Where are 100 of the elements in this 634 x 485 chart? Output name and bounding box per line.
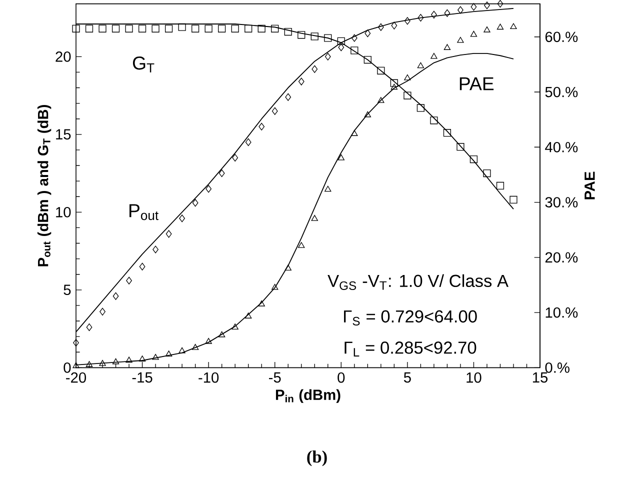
x-tick-label: 0 xyxy=(338,372,345,383)
annotation: Γ$_{L}$ = 0.285<92.70 xyxy=(344,342,476,356)
text: (b) xyxy=(307,450,327,466)
point xyxy=(484,2,490,10)
point xyxy=(431,10,437,18)
y-tick-label: 10 xyxy=(56,206,71,218)
point xyxy=(206,185,212,193)
x-tick-label: -5 xyxy=(268,372,281,383)
point xyxy=(85,24,94,32)
point xyxy=(244,24,252,32)
annotation: V$_{GS}$ -V$_{T}$: 1.0 V/ Class A xyxy=(328,274,508,290)
point xyxy=(205,338,212,344)
point xyxy=(272,284,278,290)
point xyxy=(166,230,172,238)
point xyxy=(390,84,398,90)
series-label: PAE xyxy=(460,77,494,90)
point xyxy=(496,24,504,30)
point xyxy=(418,14,424,22)
point xyxy=(99,360,106,366)
point xyxy=(152,246,158,254)
point xyxy=(192,199,198,207)
point xyxy=(470,30,478,37)
point xyxy=(351,34,358,42)
point xyxy=(112,358,120,364)
point xyxy=(73,338,79,347)
point xyxy=(284,28,292,36)
point xyxy=(338,154,344,160)
point xyxy=(430,52,438,59)
y-tick-label: 20 xyxy=(56,51,71,62)
y2-tick-label: 50.% xyxy=(545,86,578,98)
point xyxy=(204,24,212,32)
point xyxy=(245,312,252,318)
point xyxy=(484,26,490,32)
point xyxy=(510,196,518,204)
point xyxy=(271,24,279,32)
point xyxy=(179,214,185,222)
point xyxy=(324,52,331,60)
series-label: G$_{T}$ xyxy=(132,56,154,72)
point xyxy=(350,46,358,54)
point xyxy=(378,23,384,31)
x-tick-label: 15 xyxy=(532,372,548,383)
point xyxy=(138,356,146,362)
point xyxy=(377,66,385,74)
point xyxy=(456,143,464,151)
point xyxy=(112,24,120,32)
point xyxy=(178,23,186,31)
point xyxy=(139,262,146,270)
point xyxy=(443,129,452,137)
point xyxy=(258,122,265,130)
y2-tick-label: 20.% xyxy=(545,252,578,263)
point xyxy=(351,130,358,136)
point xyxy=(496,182,504,190)
point xyxy=(178,347,186,354)
point xyxy=(404,17,410,25)
x-tick-label: -15 xyxy=(132,372,152,383)
x-axis-title: P$_{in}$ (dBm) xyxy=(276,389,340,403)
y2-tick-label: 40.% xyxy=(545,142,578,152)
point xyxy=(364,56,372,64)
point xyxy=(298,78,304,86)
point xyxy=(86,323,92,332)
point xyxy=(152,354,159,360)
point xyxy=(125,24,133,32)
point xyxy=(497,0,504,8)
point xyxy=(218,169,225,178)
point xyxy=(417,62,424,68)
point xyxy=(298,31,306,39)
point xyxy=(165,350,172,356)
x-tick-label: -10 xyxy=(198,372,219,383)
point xyxy=(284,264,292,270)
point xyxy=(72,24,80,32)
point xyxy=(444,44,451,50)
point xyxy=(470,155,478,164)
y-tick-label: 15 xyxy=(56,129,71,140)
point xyxy=(324,186,332,192)
point xyxy=(272,107,278,115)
point xyxy=(364,30,371,38)
point xyxy=(232,324,238,330)
point xyxy=(258,300,265,306)
y-axis-title: P$_{out}$ (dBm ) and G$_{T}$ (dB) xyxy=(37,105,52,266)
point xyxy=(245,138,252,146)
point xyxy=(138,24,146,32)
annotation: Γ$_{S}$ = 0.729<64.00 xyxy=(344,310,477,326)
y2-tick-label: 10.% xyxy=(546,307,578,318)
point xyxy=(510,23,517,30)
x-tick-label: -20 xyxy=(66,372,86,383)
point xyxy=(470,3,477,11)
y2-tick-label: 0.% xyxy=(545,362,570,373)
point xyxy=(391,22,398,30)
point xyxy=(285,93,292,101)
point xyxy=(126,276,132,284)
point xyxy=(218,24,226,32)
point xyxy=(312,65,318,73)
point xyxy=(231,24,239,32)
y2-tick-label: 60.% xyxy=(545,32,578,42)
point xyxy=(192,24,200,32)
point xyxy=(152,24,160,32)
point xyxy=(338,44,344,52)
y2-tick-label: 30.% xyxy=(545,197,578,208)
point xyxy=(86,361,93,367)
point xyxy=(444,9,450,17)
